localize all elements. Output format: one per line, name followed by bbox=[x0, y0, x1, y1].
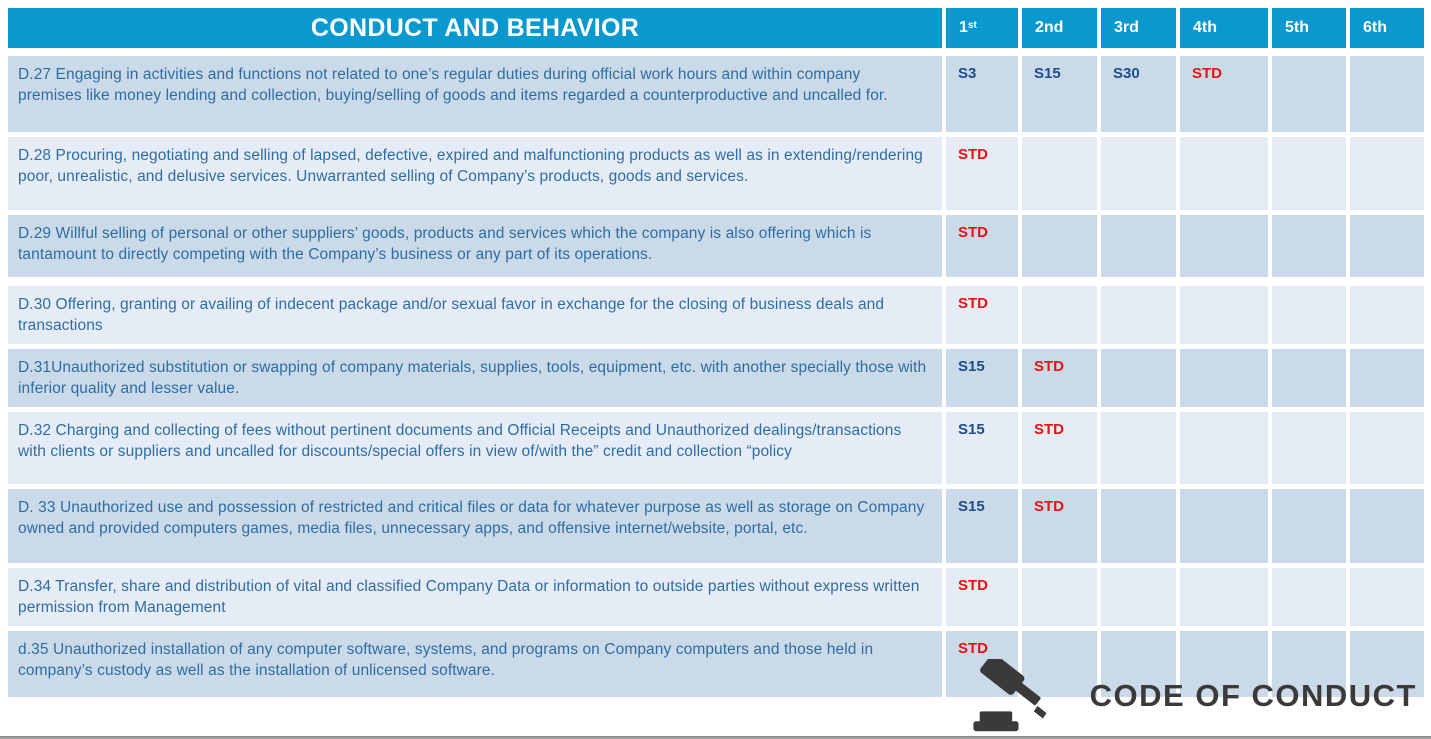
penalty-cell bbox=[1101, 349, 1176, 407]
penalty-cell: STD bbox=[1022, 412, 1097, 484]
table-row: D.31Unauthorized substitution or swappin… bbox=[8, 349, 1424, 407]
violation-description: d.35 Unauthorized installation of any co… bbox=[8, 631, 942, 697]
gavel-icon bbox=[973, 659, 1047, 732]
column-header-6th: 6th bbox=[1350, 8, 1424, 48]
penalty-cell: S15 bbox=[946, 489, 1018, 563]
penalty-cell bbox=[1350, 412, 1424, 484]
penalty-cell bbox=[1350, 489, 1424, 563]
penalty-cell bbox=[1022, 568, 1097, 626]
penalty-cell bbox=[1272, 412, 1346, 484]
penalty-cell: S15 bbox=[946, 349, 1018, 407]
violation-description: D.29 Willful selling of personal or othe… bbox=[8, 215, 942, 277]
penalty-cell: S3 bbox=[946, 56, 1018, 132]
penalty-cell bbox=[1180, 568, 1268, 626]
table-row: D.28 Procuring, negotiating and selling … bbox=[8, 137, 1424, 210]
penalty-cell bbox=[1022, 137, 1097, 210]
penalty-cell bbox=[1180, 137, 1268, 210]
penalty-cell bbox=[1101, 137, 1176, 210]
penalty-cell: STD bbox=[1022, 489, 1097, 563]
column-header-2nd: 2nd bbox=[1022, 8, 1097, 48]
penalty-cell bbox=[1101, 286, 1176, 344]
violation-description: D.34 Transfer, share and distribution of… bbox=[8, 568, 942, 626]
penalty-cell bbox=[1180, 215, 1268, 277]
penalty-cell: STD bbox=[946, 215, 1018, 277]
table-row: D.34 Transfer, share and distribution of… bbox=[8, 568, 1424, 626]
penalty-cell bbox=[1272, 286, 1346, 344]
violation-description: D.30 Offering, granting or availing of i… bbox=[8, 286, 942, 344]
penalty-cell: S15 bbox=[946, 412, 1018, 484]
column-header-5th: 5th bbox=[1272, 8, 1346, 48]
penalty-cell bbox=[1180, 286, 1268, 344]
violation-description: D.31Unauthorized substitution or swappin… bbox=[8, 349, 942, 407]
penalty-cell bbox=[1272, 349, 1346, 407]
penalty-cell bbox=[1350, 56, 1424, 132]
table-row: D.32 Charging and collecting of fees wit… bbox=[8, 412, 1424, 484]
table-row: D.27 Engaging in activities and function… bbox=[8, 56, 1424, 132]
table-body: D.27 Engaging in activities and function… bbox=[8, 56, 1424, 697]
penalty-cell: S30 bbox=[1101, 56, 1176, 132]
violation-description: D.27 Engaging in activities and function… bbox=[8, 56, 942, 132]
bottom-border bbox=[0, 736, 1431, 739]
table-row: d.35 Unauthorized installation of any co… bbox=[8, 631, 1424, 697]
penalty-cell bbox=[1022, 286, 1097, 344]
column-header-3rd: 3rd bbox=[1101, 8, 1176, 48]
violation-description: D.28 Procuring, negotiating and selling … bbox=[8, 137, 942, 210]
column-header-4th: 4th bbox=[1180, 8, 1268, 48]
penalty-cell bbox=[1101, 215, 1176, 277]
penalty-cell bbox=[1180, 412, 1268, 484]
penalty-cell bbox=[1272, 489, 1346, 563]
penalty-cell bbox=[1350, 286, 1424, 344]
table-row: D.29 Willful selling of personal or othe… bbox=[8, 215, 1424, 277]
penalty-cell bbox=[1180, 349, 1268, 407]
brand-footer: CODE OF CONDUCT bbox=[968, 659, 1417, 733]
penalty-cell bbox=[1350, 568, 1424, 626]
brand-title: CODE OF CONDUCT bbox=[1089, 678, 1417, 713]
penalty-cell bbox=[1180, 489, 1268, 563]
penalty-cell bbox=[1180, 631, 1268, 697]
penalty-cell bbox=[1272, 137, 1346, 210]
penalty-cell bbox=[1350, 349, 1424, 407]
penalty-cell: STD bbox=[946, 568, 1018, 626]
penalty-cell: STD bbox=[946, 286, 1018, 344]
violation-description: D. 33 Unauthorized use and possession of… bbox=[8, 489, 942, 563]
penalty-cell bbox=[1272, 631, 1346, 697]
penalty-cell: STD bbox=[1022, 349, 1097, 407]
table-title: CONDUCT AND BEHAVIOR bbox=[8, 8, 942, 48]
penalty-cell bbox=[1350, 137, 1424, 210]
penalty-cell: S15 bbox=[1022, 56, 1097, 132]
violation-description: D.32 Charging and collecting of fees wit… bbox=[8, 412, 942, 484]
penalty-cell bbox=[1101, 631, 1176, 697]
penalty-cell bbox=[1101, 489, 1176, 563]
penalty-cell bbox=[1272, 215, 1346, 277]
table-row: D.30 Offering, granting or availing of i… bbox=[8, 286, 1424, 344]
penalty-cell bbox=[1101, 412, 1176, 484]
penalty-cell bbox=[1272, 568, 1346, 626]
penalty-cell bbox=[1350, 215, 1424, 277]
penalty-cell bbox=[1022, 631, 1097, 697]
penalty-cell: STD bbox=[946, 137, 1018, 210]
penalty-cell bbox=[1272, 56, 1346, 132]
penalty-cell bbox=[1101, 568, 1176, 626]
penalty-cell: STD bbox=[1180, 56, 1268, 132]
table-row: D. 33 Unauthorized use and possession of… bbox=[8, 489, 1424, 563]
penalty-cell bbox=[1022, 215, 1097, 277]
penalty-cell bbox=[1350, 631, 1424, 697]
